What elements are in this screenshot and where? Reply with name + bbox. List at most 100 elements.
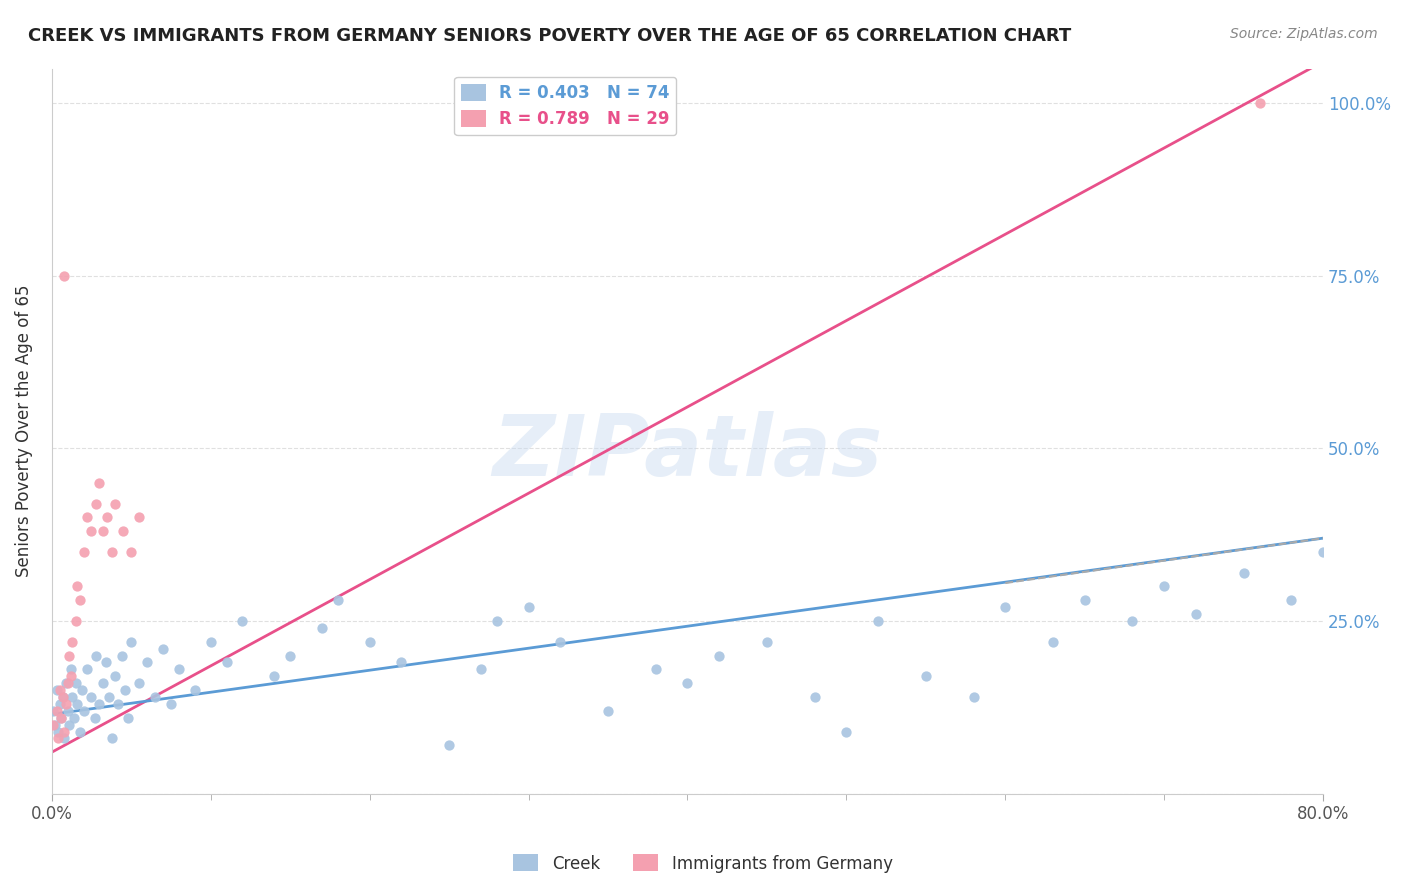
Point <box>89 475 111 490</box>
Point <box>231 614 253 628</box>
Point <box>676 676 699 690</box>
Point <box>136 656 159 670</box>
Point <box>96 510 118 524</box>
Point <box>114 683 136 698</box>
Point <box>143 690 166 704</box>
Point <box>1233 566 1256 580</box>
Point <box>868 614 890 628</box>
Point <box>66 579 89 593</box>
Point <box>200 634 222 648</box>
Point <box>111 648 134 663</box>
Point <box>97 690 120 704</box>
Point <box>69 724 91 739</box>
Point <box>311 621 333 635</box>
Point <box>91 524 114 539</box>
Point <box>1153 579 1175 593</box>
Point <box>84 648 107 663</box>
Point <box>1312 545 1334 559</box>
Point <box>644 662 666 676</box>
Point <box>62 634 84 648</box>
Text: Source: ZipAtlas.com: Source: ZipAtlas.com <box>1230 27 1378 41</box>
Point <box>53 731 76 746</box>
Point <box>59 662 82 676</box>
Point <box>152 641 174 656</box>
Point <box>65 614 87 628</box>
Point <box>1121 614 1143 628</box>
Point <box>53 724 76 739</box>
Point <box>58 648 80 663</box>
Text: CREEK VS IMMIGRANTS FROM GERMANY SENIORS POVERTY OVER THE AGE OF 65 CORRELATION : CREEK VS IMMIGRANTS FROM GERMANY SENIORS… <box>28 27 1071 45</box>
Point <box>1074 593 1097 607</box>
Point <box>69 593 91 607</box>
Point <box>596 704 619 718</box>
Point <box>56 676 79 690</box>
Point <box>62 690 84 704</box>
Point <box>65 676 87 690</box>
Point <box>48 683 70 698</box>
Text: ZIPatlas: ZIPatlas <box>492 411 883 494</box>
Point <box>835 724 858 739</box>
Point <box>128 510 150 524</box>
Point <box>709 648 731 663</box>
Point <box>485 614 508 628</box>
Point <box>46 724 69 739</box>
Point <box>42 704 65 718</box>
Point <box>117 711 139 725</box>
Point <box>89 697 111 711</box>
Point <box>1185 607 1208 621</box>
Point <box>517 600 540 615</box>
Point <box>72 545 94 559</box>
Point <box>326 593 349 607</box>
Point <box>70 683 93 698</box>
Point <box>94 656 117 670</box>
Point <box>42 717 65 731</box>
Point <box>52 690 75 704</box>
Point <box>101 731 124 746</box>
Point <box>167 662 190 676</box>
Point <box>48 697 70 711</box>
Point <box>52 690 75 704</box>
Point <box>107 697 129 711</box>
Point <box>45 704 67 718</box>
Point <box>45 683 67 698</box>
Point <box>263 669 285 683</box>
Point <box>120 634 142 648</box>
Point <box>104 497 127 511</box>
Point <box>55 697 77 711</box>
Point <box>59 669 82 683</box>
Point <box>84 497 107 511</box>
Point <box>1249 96 1271 111</box>
Point <box>962 690 984 704</box>
Point <box>215 656 238 670</box>
Point <box>803 690 825 704</box>
Point <box>83 711 105 725</box>
Point <box>128 676 150 690</box>
Point <box>120 545 142 559</box>
Point <box>470 662 492 676</box>
Point <box>63 711 86 725</box>
Point <box>91 676 114 690</box>
Point <box>76 510 98 524</box>
Point <box>389 656 412 670</box>
Y-axis label: Seniors Poverty Over the Age of 65: Seniors Poverty Over the Age of 65 <box>15 285 32 577</box>
Point <box>46 731 69 746</box>
Point <box>44 717 66 731</box>
Point <box>55 676 77 690</box>
Point <box>58 717 80 731</box>
Point <box>994 600 1017 615</box>
Point <box>51 711 73 725</box>
Point <box>1279 593 1302 607</box>
Point <box>359 634 381 648</box>
Point <box>72 704 94 718</box>
Point <box>112 524 135 539</box>
Point <box>104 669 127 683</box>
Point <box>755 634 778 648</box>
Point <box>550 634 572 648</box>
Point <box>184 683 207 698</box>
Point <box>53 268 76 283</box>
Point <box>80 690 103 704</box>
Point <box>51 711 73 725</box>
Point <box>80 524 103 539</box>
Legend: R = 0.403   N = 74, R = 0.789   N = 29: R = 0.403 N = 74, R = 0.789 N = 29 <box>454 77 676 135</box>
Legend: Creek, Immigrants from Germany: Creek, Immigrants from Germany <box>506 847 900 880</box>
